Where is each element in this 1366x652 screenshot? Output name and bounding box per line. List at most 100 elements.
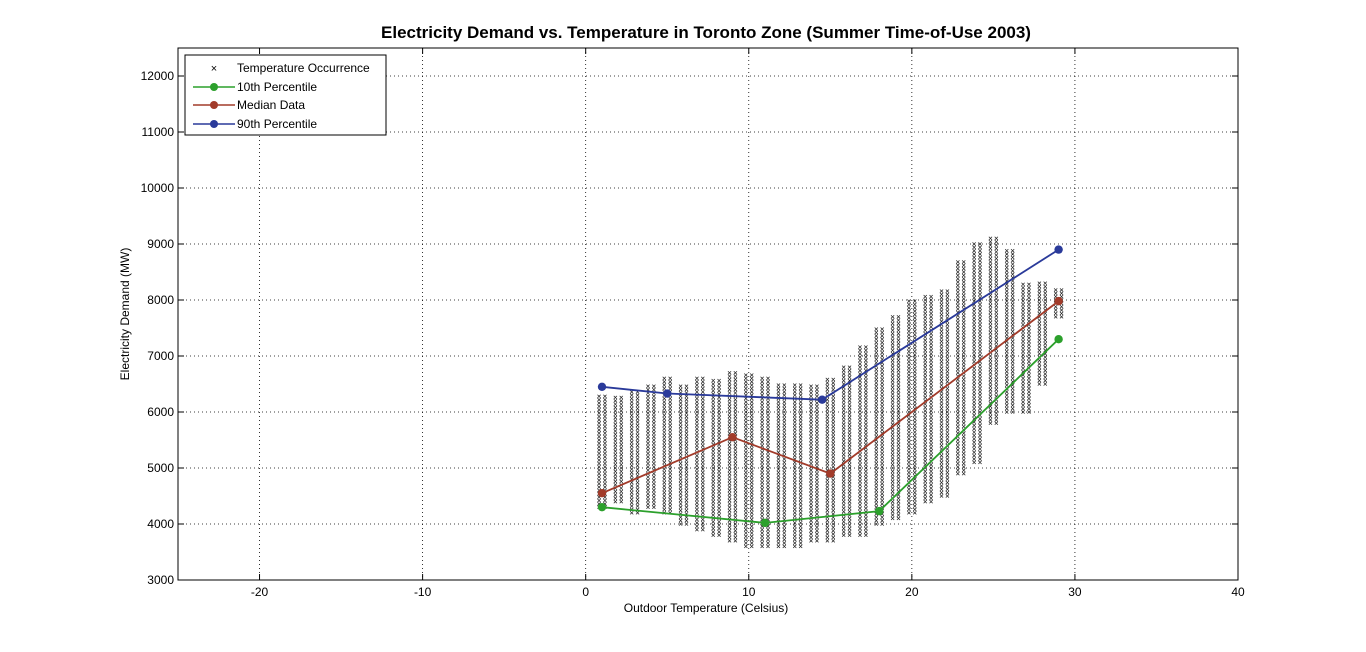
occurrence-marker (961, 350, 966, 355)
occurrence-marker (743, 426, 748, 431)
occurrence-marker (831, 397, 836, 402)
occurrence-marker (1043, 368, 1048, 373)
occurrence-marker (798, 433, 803, 438)
occurrence-marker (798, 383, 803, 387)
occurrence-marker (792, 463, 797, 468)
occurrence-marker (629, 433, 634, 438)
occurrence-marker (988, 394, 993, 399)
occurrence-marker (1037, 321, 1042, 326)
occurrence-marker (939, 467, 944, 471)
occurrence-marker (733, 538, 738, 543)
occurrence-marker (841, 496, 846, 501)
occurrence-marker (923, 452, 928, 457)
occurrence-marker (972, 295, 976, 300)
occurrence-marker (923, 415, 928, 420)
occurrence-marker (733, 441, 738, 446)
occurrence-marker (727, 454, 732, 459)
occurrence-marker (646, 394, 650, 399)
occurrence-marker (798, 423, 803, 428)
occurrence-marker (646, 505, 650, 510)
10th-percentile-point (760, 518, 770, 528)
occurrence-marker (646, 434, 650, 439)
occurrence-marker (717, 476, 721, 480)
occurrence-marker (792, 521, 797, 525)
occurrence-marker (890, 318, 895, 323)
occurrence-marker (668, 467, 673, 471)
occurrence-marker (652, 417, 656, 422)
occurrence-marker (743, 524, 748, 529)
occurrence-marker (939, 403, 944, 408)
occurrence-marker (760, 413, 764, 418)
occurrence-marker (727, 374, 732, 379)
occurrence-marker (923, 432, 928, 437)
occurrence-marker (994, 280, 999, 284)
occurrence-marker (955, 283, 960, 288)
occurrence-marker (1010, 319, 1015, 324)
occurrence-marker (700, 440, 705, 445)
occurrence-marker (597, 498, 601, 503)
occurrence-marker (945, 440, 950, 445)
occurrence-marker (841, 409, 846, 413)
occurrence-marker (841, 435, 846, 440)
occurrence-marker (896, 506, 901, 511)
occurrence-marker (629, 504, 634, 508)
occurrence-marker (711, 435, 716, 440)
occurrence-marker (961, 344, 966, 348)
occurrence-marker (988, 323, 993, 328)
occurrence-marker (961, 323, 966, 328)
occurrence-marker (874, 488, 879, 493)
occurrence-marker (955, 461, 960, 466)
occurrence-marker (841, 533, 846, 538)
occurrence-marker (961, 411, 966, 415)
occurrence-marker (613, 449, 618, 454)
occurrence-marker (1043, 365, 1048, 370)
occurrence-marker (629, 443, 634, 448)
occurrence-marker (798, 450, 803, 455)
occurrence-marker (978, 252, 982, 256)
occurrence-marker (678, 411, 683, 415)
occurrence-marker (717, 513, 721, 517)
occurrence-marker (955, 438, 960, 442)
occurrence-marker (766, 507, 770, 512)
occurrence-marker (1010, 329, 1015, 334)
occurrence-marker (825, 491, 830, 496)
occurrence-marker (700, 494, 705, 498)
occurrence-marker (945, 299, 950, 303)
occurrence-marker (1010, 366, 1015, 371)
occurrence-marker (766, 497, 770, 502)
occurrence-marker (815, 441, 819, 446)
occurrence-marker (939, 359, 944, 364)
occurrence-marker (646, 401, 650, 405)
occurrence-marker (652, 434, 656, 439)
occurrence-marker (896, 368, 901, 373)
occurrence-marker (939, 299, 944, 303)
occurrence-marker (749, 544, 754, 549)
occurrence-marker (792, 470, 797, 475)
occurrence-marker (1004, 275, 1009, 280)
occurrence-marker (766, 534, 770, 539)
occurrence-marker (972, 242, 976, 246)
occurrence-marker (684, 448, 689, 452)
occurrence-marker (841, 445, 846, 450)
occurrence-marker (792, 514, 797, 519)
occurrence-marker (646, 441, 650, 446)
occurrence-marker (652, 461, 656, 466)
occurrence-marker (858, 526, 862, 531)
occurrence-marker (831, 532, 836, 536)
occurrence-marker (684, 518, 689, 523)
occurrence-marker (961, 360, 966, 365)
occurrence-marker (727, 384, 732, 389)
occurrence-marker (619, 445, 624, 450)
occurrence-marker (652, 441, 656, 446)
occurrence-marker (825, 407, 830, 412)
occurrence-marker (825, 481, 830, 486)
occurrence-marker (1010, 393, 1015, 398)
median-data-point (826, 469, 835, 478)
occurrence-marker (929, 482, 933, 487)
legend: × Temperature Occurrence 10th Percentile… (184, 54, 387, 136)
occurrence-marker (815, 391, 819, 395)
occurrence-marker (727, 508, 732, 513)
occurrence-marker (1004, 353, 1009, 357)
occurrence-marker (907, 460, 911, 465)
occurrence-marker (1037, 281, 1042, 286)
